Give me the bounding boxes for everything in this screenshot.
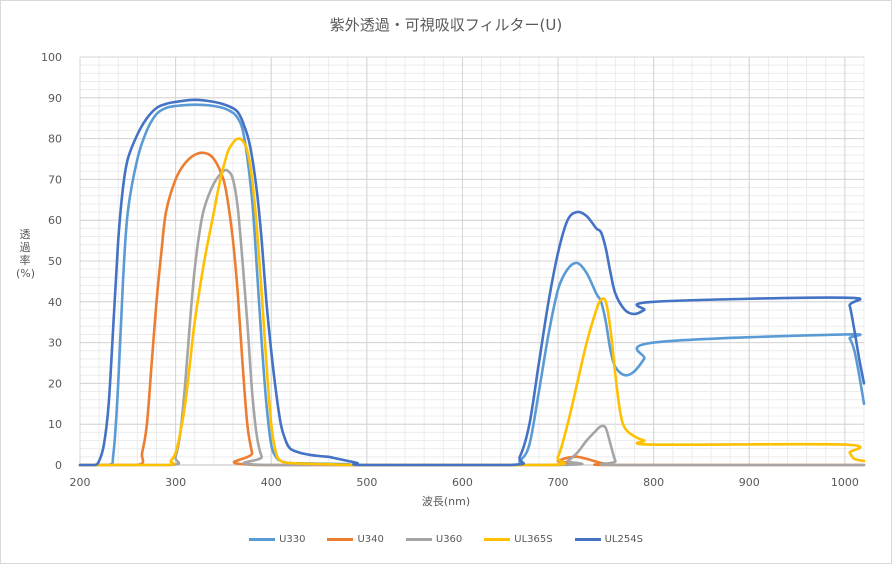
chart-title: 紫外透過・可視吸収フィルター(U)	[329, 16, 563, 34]
legend-item-u360: U360	[405, 534, 463, 545]
legend-swatch	[574, 538, 601, 541]
x-tick-label: 500	[356, 476, 377, 489]
legend-swatch	[327, 538, 354, 541]
grid-lines	[79, 56, 865, 466]
legend-label: U360	[435, 534, 463, 545]
y-tick-label: 60	[48, 214, 62, 227]
y-tick-label: 30	[48, 337, 62, 350]
y-axis-label: 透過率(%)	[16, 228, 36, 280]
y-tick-label: 0	[55, 459, 62, 472]
x-tick-label: 600	[452, 476, 473, 489]
legend-item-ul254s: UL254S	[574, 534, 643, 545]
x-tick-label: 700	[548, 476, 569, 489]
y-tick-label: 20	[48, 377, 62, 390]
series-line-u330	[78, 103, 866, 467]
x-tick-label: 800	[643, 476, 664, 489]
x-axis-label: 波長(nm)	[421, 495, 471, 508]
y-tick-label: 10	[48, 418, 62, 431]
legend-item-ul365s: UL365S	[484, 534, 553, 545]
series-line-ul254s	[78, 98, 866, 467]
x-tick-label: 200	[70, 476, 91, 489]
y-tick-label: 70	[48, 173, 62, 186]
series-line-ul365s	[78, 137, 866, 467]
x-tick-label: 300	[165, 476, 186, 489]
legend: U330 U340 U360 UL365S UL254S	[0, 534, 892, 545]
y-tick-label: 90	[48, 92, 62, 105]
x-tick-label: 1000	[831, 476, 859, 489]
legend-label: UL365S	[514, 534, 553, 545]
y-tick-labels: 0 10 20 30 40 50 60 70 80 90 100	[41, 51, 62, 472]
legend-swatch	[405, 538, 432, 541]
legend-swatch	[484, 538, 511, 541]
series-line-u340	[78, 151, 866, 467]
series-line-u360	[78, 168, 866, 467]
legend-label: U330	[279, 534, 306, 545]
y-tick-label: 80	[48, 133, 62, 146]
legend-label: U340	[357, 534, 384, 545]
legend-label: UL254S	[604, 534, 643, 545]
x-tick-label: 400	[261, 476, 282, 489]
y-tick-label: 40	[48, 296, 62, 309]
y-tick-label: 50	[48, 255, 62, 268]
y-tick-label: 100	[41, 51, 62, 64]
series-lines	[78, 98, 866, 467]
legend-item-u330: U330	[249, 534, 305, 545]
x-tick-labels: 200 300 400 500 600 700 800 900 1000	[70, 476, 859, 489]
legend-swatch	[249, 538, 276, 541]
x-tick-label: 900	[739, 476, 760, 489]
legend-item-u340: U340	[327, 534, 384, 545]
